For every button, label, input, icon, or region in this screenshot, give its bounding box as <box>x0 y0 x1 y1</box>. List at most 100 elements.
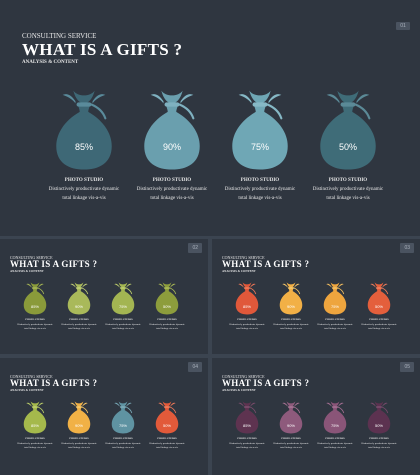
bag-caption: PHOTO STUDIO Distinctively productivate d… <box>53 437 105 451</box>
gift-bag: 85% <box>234 399 260 435</box>
caption-line: total linkage vis-a-vis <box>24 327 46 330</box>
gift-bag-icon <box>323 282 347 315</box>
caption-title: PHOTO STUDIO <box>325 318 345 321</box>
gift-bag-icon <box>111 282 135 315</box>
bag-caption: PHOTO STUDIO Distinctively productivate d… <box>24 176 144 203</box>
gift-bag-icon <box>67 401 91 434</box>
caption-title: PHOTO STUDIO <box>113 437 133 440</box>
caption-title: PHOTO STUDIO <box>113 318 133 321</box>
slide-kicker: CONSULTING SERVICE <box>22 32 97 40</box>
caption-title: PHOTO STUDIO <box>237 437 257 440</box>
caption-line: Distinctively productivate dynamic <box>229 441 265 445</box>
gift-bag-icon <box>279 401 303 434</box>
slide-title: WHAT IS A GIFTS ? <box>22 40 183 59</box>
gift-bag-icon <box>367 401 391 434</box>
bag-caption: PHOTO STUDIO Distinctively productivate d… <box>141 318 193 332</box>
gift-bag-icon <box>144 90 200 170</box>
bag-caption: PHOTO STUDIO Distinctively productivate d… <box>309 318 361 332</box>
percentage-label: 75% <box>118 304 127 309</box>
caption-line: Distinctively productivate dynamic <box>361 322 397 326</box>
caption-line: Distinctively productivate dynamic <box>224 187 296 192</box>
percentage-label: 75% <box>330 423 339 428</box>
bag-caption: PHOTO STUDIO Distinctively productivate d… <box>200 176 320 203</box>
percentage-label: 50% <box>162 304 171 309</box>
bag-caption: PHOTO STUDIO Distinctively productivate d… <box>353 437 405 451</box>
caption-line: total linkage vis-a-vis <box>68 327 90 330</box>
bag-caption: PHOTO STUDIO Distinctively productivate d… <box>221 318 273 332</box>
thumbnail-slide-2[interactable]: 03 CONSULTING SERVICE WHAT IS A GIFTS ? … <box>212 239 420 354</box>
caption-line: total linkage vis-a-vis <box>68 446 90 449</box>
slide-title: WHAT IS A GIFTS ? <box>10 259 98 269</box>
gift-bag: 85% <box>22 280 48 316</box>
page-number-badge: 03 <box>400 243 414 253</box>
percentage-label: 90% <box>74 423 83 428</box>
caption-line: total linkage vis-a-vis <box>324 446 346 449</box>
percentage-label: 90% <box>286 304 295 309</box>
caption-line: Distinctively productivate dynamic <box>17 441 53 445</box>
gift-bag: 85% <box>22 399 48 435</box>
bag-caption: PHOTO STUDIO Distinctively productivate d… <box>141 437 193 451</box>
gift-bag: 85% <box>52 86 116 172</box>
percentage-label: 75% <box>118 423 127 428</box>
caption-line: total linkage vis-a-vis <box>236 327 258 330</box>
caption-line: total linkage vis-a-vis <box>112 327 134 330</box>
caption-title: PHOTO STUDIO <box>25 437 45 440</box>
percentage-label: 90% <box>74 304 83 309</box>
caption-line: Distinctively productivate dynamic <box>149 441 185 445</box>
percentage-label: 85% <box>74 142 93 152</box>
caption-line: Distinctively productivate dynamic <box>317 441 353 445</box>
caption-line: total linkage vis-a-vis <box>324 327 346 330</box>
caption-line: total linkage vis-a-vis <box>150 196 194 201</box>
gift-bag-icon <box>235 401 259 434</box>
caption-line: total linkage vis-a-vis <box>236 446 258 449</box>
bag-caption: PHOTO STUDIO Distinctively productivate d… <box>353 318 405 332</box>
bag-caption: PHOTO STUDIO Distinctively productivate d… <box>9 318 61 332</box>
percentage-label: 50% <box>162 423 171 428</box>
gift-bag: 75% <box>228 86 292 172</box>
caption-line: Distinctively productivate dynamic <box>229 322 265 326</box>
caption-line: Distinctively productivate dynamic <box>273 322 309 326</box>
gift-bag: 85% <box>234 280 260 316</box>
percentage-label: 50% <box>374 423 383 428</box>
gift-bag: 50% <box>366 399 392 435</box>
main-slide[interactable]: 01 CONSULTING SERVICE WHAT IS A GIFTS ? … <box>0 0 420 236</box>
percentage-label: 90% <box>162 142 181 152</box>
bag-caption: PHOTO STUDIO Distinctively productivate d… <box>309 437 361 451</box>
percentage-label: 85% <box>242 423 251 428</box>
caption-title: PHOTO STUDIO <box>281 437 301 440</box>
caption-line: total linkage vis-a-vis <box>238 196 282 201</box>
slide-title: WHAT IS A GIFTS ? <box>222 378 310 388</box>
gift-bag-icon <box>155 401 179 434</box>
caption-title: PHOTO STUDIO <box>157 437 177 440</box>
slide-title: WHAT IS A GIFTS ? <box>10 378 98 388</box>
caption-line: total linkage vis-a-vis <box>368 327 390 330</box>
slide-subtitle: ANALYSIS & CONTENT <box>10 388 44 392</box>
gift-bag-icon <box>67 282 91 315</box>
gift-bag-icon <box>155 282 179 315</box>
gift-bag-icon <box>232 90 288 170</box>
slide-subtitle: ANALYSIS & CONTENT <box>222 388 256 392</box>
caption-line: Distinctively productivate dynamic <box>48 187 120 192</box>
caption-line: total linkage vis-a-vis <box>112 446 134 449</box>
percentage-label: 75% <box>250 142 269 152</box>
caption-line: total linkage vis-a-vis <box>280 327 302 330</box>
caption-title: PHOTO STUDIO <box>69 318 89 321</box>
percentage-label: 90% <box>286 423 295 428</box>
thumbnail-slide-3[interactable]: 04 CONSULTING SERVICE WHAT IS A GIFTS ? … <box>0 358 208 475</box>
bag-caption: PHOTO STUDIO Distinctively productivate d… <box>221 437 273 451</box>
thumbnail-slide-1[interactable]: 02 CONSULTING SERVICE WHAT IS A GIFTS ? … <box>0 239 208 354</box>
thumbnail-slide-4[interactable]: 05 CONSULTING SERVICE WHAT IS A GIFTS ? … <box>212 358 420 475</box>
caption-line: Distinctively productivate dynamic <box>61 322 97 326</box>
gift-bag: 90% <box>66 280 92 316</box>
percentage-label: 85% <box>30 423 39 428</box>
slide-title: WHAT IS A GIFTS ? <box>222 259 310 269</box>
bag-caption: PHOTO STUDIO Distinctively productivate d… <box>265 318 317 332</box>
gift-bag-icon <box>111 401 135 434</box>
caption-line: Distinctively productivate dynamic <box>61 441 97 445</box>
bag-caption: PHOTO STUDIO Distinctively productivate d… <box>97 437 149 451</box>
caption-line: total linkage vis-a-vis <box>62 196 106 201</box>
caption-line: total linkage vis-a-vis <box>156 327 178 330</box>
caption-title: PHOTO STUDIO <box>69 437 89 440</box>
gift-bag: 90% <box>278 280 304 316</box>
percentage-label: 75% <box>330 304 339 309</box>
